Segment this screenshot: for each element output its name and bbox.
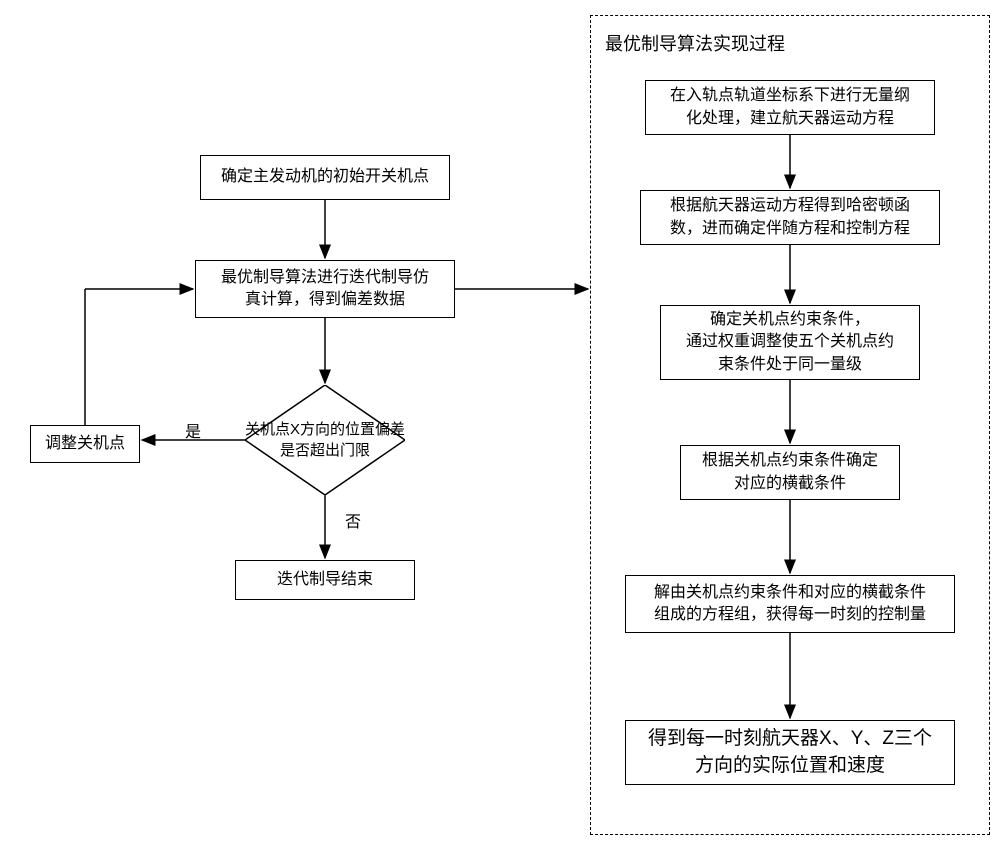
r4-transversal: 根据关机点约束条件确定 对应的横截条件 xyxy=(680,445,900,500)
line: 得到每一时刻航天器X、Y、Z三个 xyxy=(648,728,932,749)
decision-text: 关机点X方向的位置偏差 是否超出门限 xyxy=(213,419,437,461)
r1-nondim: 在入轨点轨道坐标系下进行无量纲 化处理，建立航天器运动方程 xyxy=(645,80,935,135)
r4-text: 根据关机点约束条件确定 对应的横截条件 xyxy=(702,450,878,495)
line: 真计算，得到偏差数据 xyxy=(245,291,405,308)
line: 束条件处于同一量级 xyxy=(718,356,862,373)
r3-text: 确定关机点约束条件， 通过权重调整使五个关机点约 束条件处于同一量级 xyxy=(686,309,894,376)
right-algorithm-container xyxy=(590,15,990,835)
r5-text: 解由关机点约束条件和对应的横截条件 组成的方程组，获得每一时刻的控制量 xyxy=(654,582,926,627)
line: 组成的方程组，获得每一时刻的控制量 xyxy=(654,606,926,623)
r1-text: 在入轨点轨道坐标系下进行无量纲 化处理，建立航天器运动方程 xyxy=(670,85,910,130)
box-initial-engine-text: 确定主发动机的初始开关机点 xyxy=(221,166,429,188)
box-initial-engine: 确定主发动机的初始开关机点 xyxy=(200,155,450,200)
line: 是否超出门限 xyxy=(280,442,370,459)
line: 方向的实际位置和速度 xyxy=(695,755,885,776)
r2-hamilton: 根据航天器运动方程得到哈密顿函 数，进而确定伴随方程和控制方程 xyxy=(640,190,940,245)
r5-solve: 解由关机点约束条件和对应的横截条件 组成的方程组，获得每一时刻的控制量 xyxy=(625,575,955,633)
decision-threshold: 关机点X方向的位置偏差 是否超出门限 xyxy=(245,385,405,495)
right-title: 最优制导算法实现过程 xyxy=(605,30,785,56)
line: 在入轨点轨道坐标系下进行无量纲 xyxy=(670,87,910,104)
r6-text: 得到每一时刻航天器X、Y、Z三个 方向的实际位置和速度 xyxy=(648,726,932,779)
r6-result: 得到每一时刻航天器X、Y、Z三个 方向的实际位置和速度 xyxy=(625,720,955,785)
line: 关机点X方向的位置偏差 xyxy=(245,421,405,438)
line: 通过权重调整使五个关机点约 xyxy=(686,333,894,350)
line: 化处理，建立航天器运动方程 xyxy=(686,110,894,127)
line: 解由关机点约束条件和对应的横截条件 xyxy=(654,584,926,601)
line: 数，进而确定伴随方程和控制方程 xyxy=(670,220,910,237)
box-adjust-text: 调整关机点 xyxy=(45,433,125,455)
label-no: 否 xyxy=(345,508,361,532)
label-yes: 是 xyxy=(185,418,201,442)
line: 对应的横截条件 xyxy=(734,475,846,492)
box-adjust: 调整关机点 xyxy=(30,425,140,463)
r3-constraints: 确定关机点约束条件， 通过权重调整使五个关机点约 束条件处于同一量级 xyxy=(660,305,920,380)
box-iterative-calc: 最优制导算法进行迭代制导仿 真计算，得到偏差数据 xyxy=(195,260,455,318)
box-iterative-calc-text: 最优制导算法进行迭代制导仿 真计算，得到偏差数据 xyxy=(221,267,429,312)
line: 最优制导算法进行迭代制导仿 xyxy=(221,269,429,286)
box-end-text: 迭代制导结束 xyxy=(277,569,373,591)
box-end: 迭代制导结束 xyxy=(235,560,415,600)
line: 确定关机点约束条件， xyxy=(710,311,870,328)
line: 根据关机点约束条件确定 xyxy=(702,452,878,469)
line: 根据航天器运动方程得到哈密顿函 xyxy=(670,197,910,214)
r2-text: 根据航天器运动方程得到哈密顿函 数，进而确定伴随方程和控制方程 xyxy=(670,195,910,240)
